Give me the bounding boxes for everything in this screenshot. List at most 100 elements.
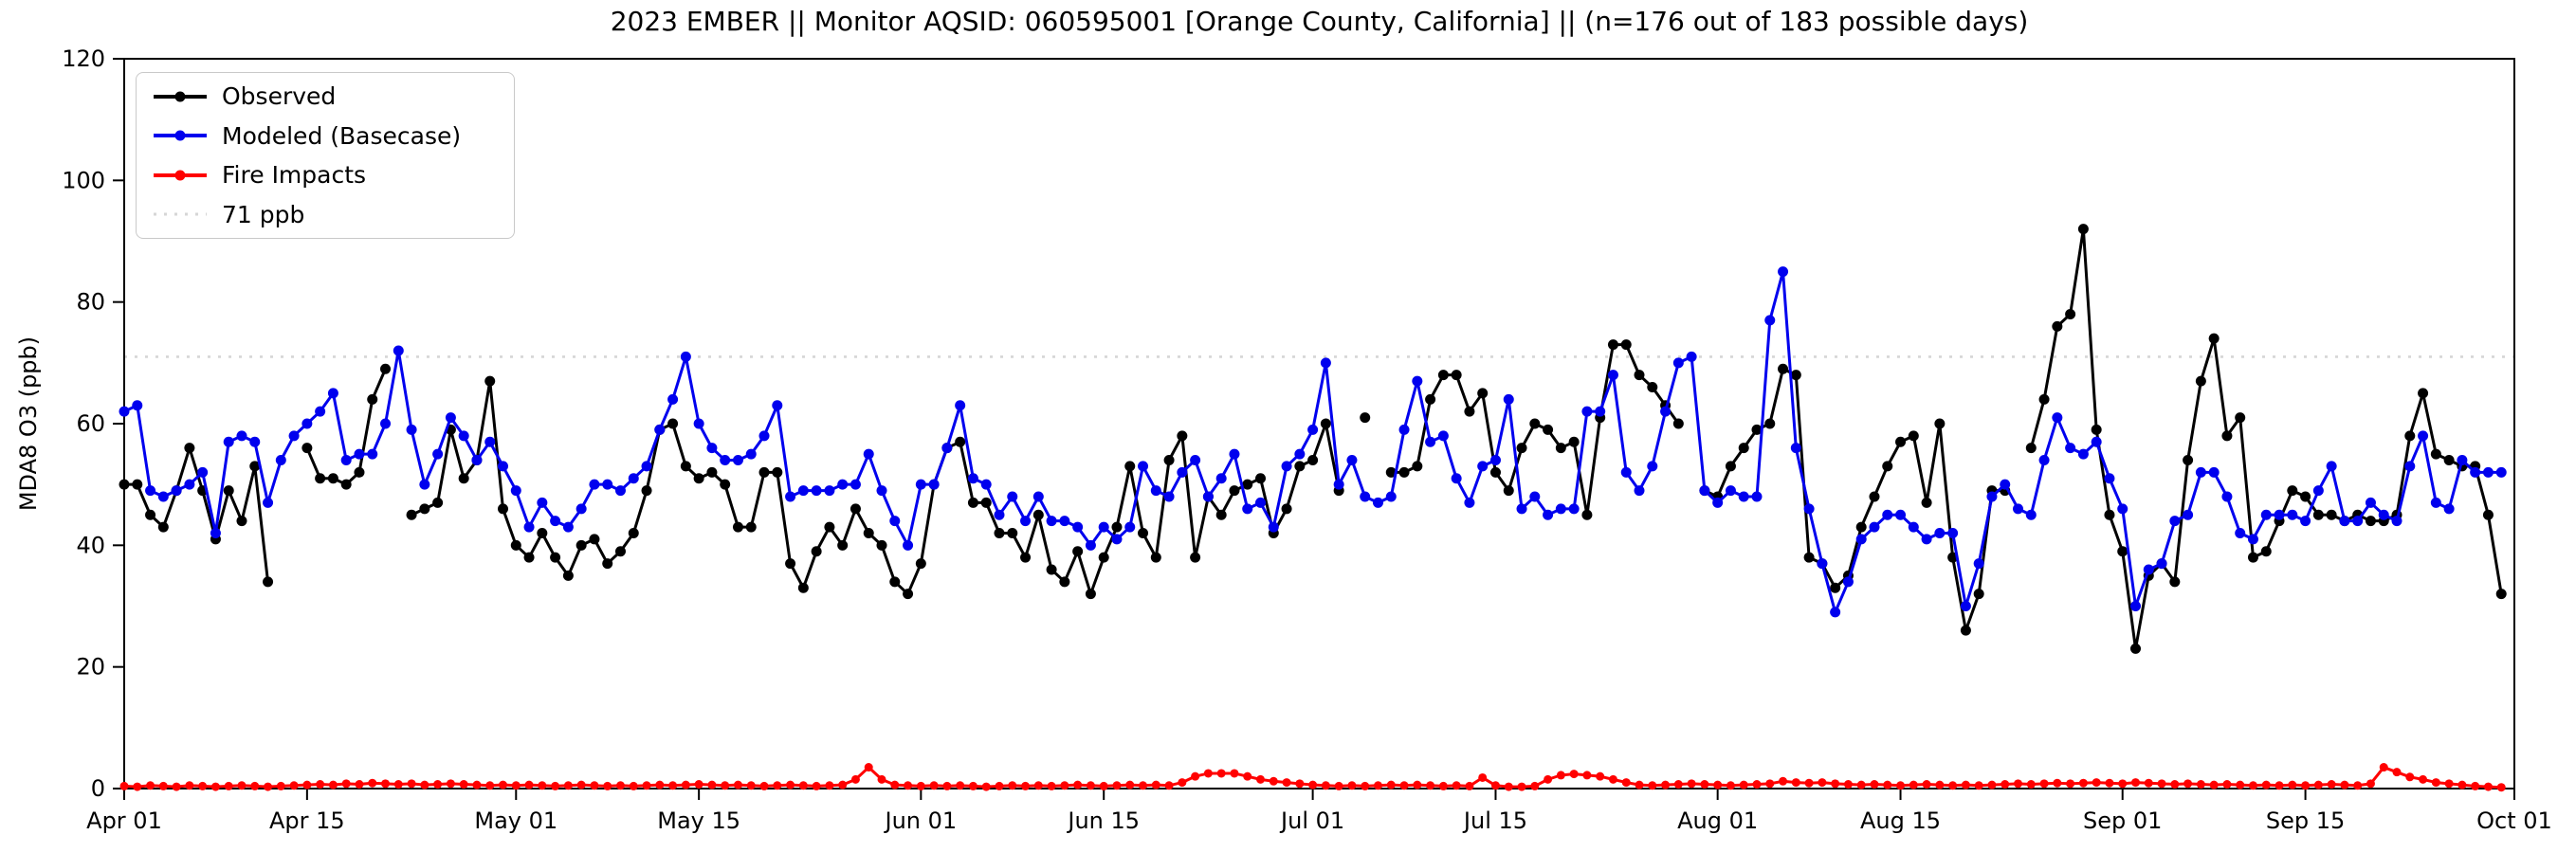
data-point xyxy=(1699,485,1710,497)
data-point xyxy=(1517,782,1526,791)
data-point xyxy=(2366,779,2375,789)
data-point xyxy=(1164,781,1174,790)
data-point xyxy=(1883,780,1892,789)
data-point xyxy=(1882,461,1893,472)
data-point xyxy=(1581,406,1593,417)
data-point xyxy=(2261,780,2271,789)
data-point xyxy=(602,558,613,570)
x-tick-label: Oct 01 xyxy=(2476,808,2552,834)
series-modeled-basecase- xyxy=(119,266,2507,618)
data-point xyxy=(825,781,834,790)
data-point xyxy=(2235,528,2246,538)
data-point xyxy=(302,780,312,789)
data-point xyxy=(1739,780,1748,789)
data-point xyxy=(837,479,849,490)
data-point xyxy=(1139,781,1148,790)
data-point xyxy=(1085,589,1096,600)
data-point xyxy=(2052,412,2063,424)
data-point xyxy=(132,400,143,411)
data-point xyxy=(915,558,926,570)
data-point xyxy=(563,781,573,790)
data-point xyxy=(2247,534,2258,545)
data-point xyxy=(1869,491,1880,502)
data-point xyxy=(1255,497,1267,508)
data-point xyxy=(1516,503,1527,515)
data-point xyxy=(510,485,521,497)
data-point xyxy=(1072,546,1084,557)
data-point xyxy=(419,503,430,515)
data-point xyxy=(1986,491,1998,502)
data-point xyxy=(1033,781,1043,790)
data-point xyxy=(2443,503,2455,515)
data-point xyxy=(589,479,600,490)
data-point xyxy=(2326,461,2337,472)
data-point xyxy=(2026,780,2036,789)
data-point xyxy=(1346,455,1358,465)
data-point xyxy=(1386,780,1396,789)
data-point xyxy=(1451,370,1462,381)
legend-swatch xyxy=(154,212,207,216)
data-point xyxy=(1686,351,1697,362)
data-point xyxy=(2470,466,2481,478)
data-point xyxy=(1790,443,1801,454)
data-point xyxy=(2287,509,2298,520)
data-point xyxy=(354,466,365,478)
data-point xyxy=(1398,466,1410,478)
data-point xyxy=(1582,771,1592,780)
data-point xyxy=(1973,589,1984,600)
data-point xyxy=(523,552,535,563)
data-point xyxy=(2129,601,2141,611)
data-point xyxy=(1960,601,1971,611)
data-point xyxy=(1544,774,1553,784)
data-point xyxy=(2105,778,2114,788)
x-tick-label: Jul 15 xyxy=(1462,808,1527,834)
data-point xyxy=(380,363,392,374)
data-point xyxy=(2457,780,2467,789)
data-point xyxy=(484,375,496,387)
data-point xyxy=(2300,491,2311,502)
data-point xyxy=(1870,780,1879,789)
data-point xyxy=(550,516,561,527)
data-point xyxy=(1620,466,1632,478)
data-point xyxy=(2365,497,2376,508)
data-point xyxy=(797,485,809,497)
data-point xyxy=(1843,780,1853,789)
data-point xyxy=(498,461,509,472)
data-point xyxy=(2495,589,2507,600)
data-point xyxy=(550,552,561,563)
data-point xyxy=(485,781,495,790)
data-point xyxy=(941,443,953,454)
data-point xyxy=(1818,778,1827,788)
data-point xyxy=(1895,436,1907,447)
data-point xyxy=(1660,406,1672,417)
data-point xyxy=(942,781,952,790)
y-tick-label: 80 xyxy=(76,289,105,316)
data-point xyxy=(210,782,220,791)
data-point xyxy=(2183,455,2194,465)
data-point xyxy=(1295,779,1305,789)
data-point xyxy=(2091,436,2102,447)
data-point xyxy=(602,479,613,490)
data-point xyxy=(1112,781,1122,790)
data-point xyxy=(2000,479,2011,490)
data-point xyxy=(863,448,874,460)
data-point xyxy=(433,780,443,789)
series-line xyxy=(305,368,387,486)
data-point xyxy=(1765,779,1775,789)
data-point xyxy=(1047,781,1056,790)
data-point xyxy=(419,479,430,490)
data-point xyxy=(2039,779,2049,789)
data-point xyxy=(2482,466,2494,478)
data-point xyxy=(1451,473,1462,484)
data-point xyxy=(1163,491,1175,502)
data-point xyxy=(301,418,313,429)
data-point xyxy=(642,781,651,790)
data-point xyxy=(1085,539,1096,551)
data-point xyxy=(590,781,599,790)
data-point xyxy=(1437,370,1449,381)
data-point xyxy=(2391,516,2402,527)
data-point xyxy=(1438,781,1448,790)
data-point xyxy=(1242,479,1253,490)
series-line xyxy=(1704,367,2005,632)
data-point xyxy=(680,351,691,362)
